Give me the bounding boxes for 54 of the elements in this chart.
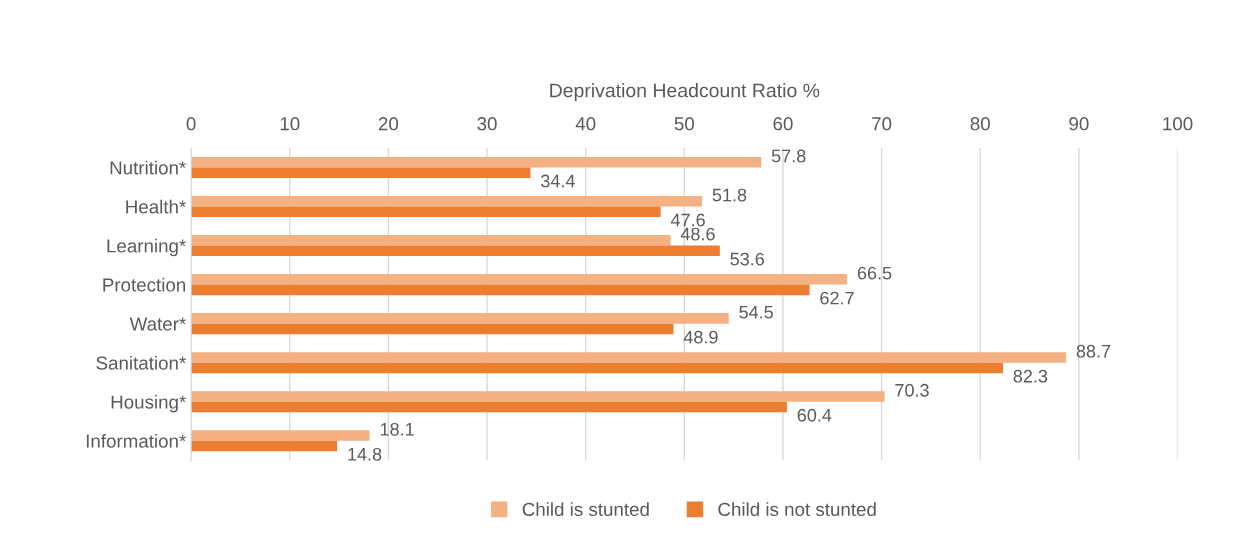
data-label: 88.7 (1076, 344, 1111, 358)
bar (191, 323, 674, 335)
bar (191, 440, 338, 452)
y-tick-label: Sanitation* (96, 355, 186, 370)
bar (191, 206, 661, 218)
legend-label: Child is not stunted (718, 502, 876, 517)
data-label: 66.5 (857, 266, 892, 280)
data-label: 54.5 (739, 305, 773, 319)
data-label: 14.8 (348, 447, 382, 461)
bar (191, 167, 531, 179)
data-label: 53.6 (730, 252, 765, 266)
bar (191, 274, 848, 285)
data-label: 47.6 (670, 213, 705, 227)
y-tick-label: Nutrition* (110, 160, 186, 175)
x-tick-label: 100 (1163, 117, 1193, 131)
bar (191, 391, 885, 402)
x-tick-label: 40 (575, 117, 596, 131)
x-tick-label: 20 (378, 117, 399, 131)
bar (191, 284, 810, 296)
y-tick-label: Water* (129, 317, 186, 331)
x-tick-label: 50 (674, 117, 695, 131)
bar (191, 352, 1067, 363)
bar (191, 156, 762, 168)
x-tick-label: 60 (773, 117, 793, 131)
x-tick-label: 30 (477, 117, 497, 131)
data-label: 60.4 (797, 408, 832, 422)
data-label: 34.4 (540, 174, 575, 188)
bar (191, 430, 370, 441)
y-tick-label: Health* (126, 199, 186, 214)
y-tick-label: Housing* (111, 394, 186, 413)
data-label: 62.7 (820, 291, 854, 305)
data-label: 57.8 (771, 149, 806, 163)
bar (191, 195, 703, 207)
bar (191, 401, 787, 413)
legend-label: Child is stunted (522, 502, 649, 517)
x-tick-label: 70 (872, 117, 892, 131)
x-tick-label: 90 (1069, 117, 1089, 131)
bar (191, 245, 720, 257)
data-label: 48.9 (683, 330, 718, 344)
x-tick-label: 80 (970, 117, 990, 131)
data-label: 70.3 (895, 383, 929, 397)
x-axis-title: Deprivation Headcount Ratio % (550, 83, 820, 102)
data-label: 18.1 (380, 422, 414, 436)
data-label: 51.8 (712, 188, 747, 202)
bar (191, 362, 1003, 374)
x-tick-label: 10 (280, 117, 300, 131)
bar (191, 313, 729, 324)
y-tick-label: Learning* (107, 238, 186, 257)
data-label: 48.6 (680, 227, 715, 241)
bar (191, 235, 671, 246)
y-tick-label: Information* (86, 434, 186, 448)
data-label: 82.3 (1013, 369, 1048, 383)
y-tick-label: Protection (103, 277, 186, 292)
x-tick-label: 0 (186, 117, 196, 131)
